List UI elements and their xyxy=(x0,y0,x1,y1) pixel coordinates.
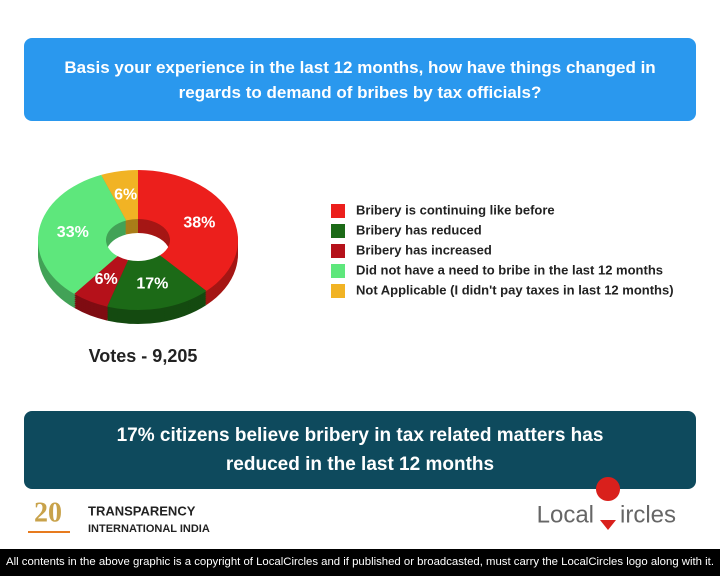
slice xyxy=(101,170,138,221)
data-label: 17% xyxy=(136,276,168,293)
logo-circles: ircles xyxy=(620,501,676,528)
anniversary-logo: 20 xyxy=(34,497,62,528)
legend-swatch xyxy=(331,224,345,238)
logo-pin xyxy=(596,476,621,530)
summary-banner: 17% citizens believe bribery in tax rela… xyxy=(24,411,696,489)
slice xyxy=(107,255,207,310)
legend-swatch xyxy=(331,264,345,278)
data-label: 6% xyxy=(114,187,137,204)
votes: Votes - 9,205 xyxy=(89,346,198,366)
footer: All contents in the above graphic is a c… xyxy=(6,556,714,568)
footer-bar xyxy=(0,549,720,576)
logo-local: Local xyxy=(537,501,594,528)
slice xyxy=(138,170,238,292)
legend-swatch xyxy=(331,284,345,298)
legend-swatch xyxy=(331,244,345,258)
question: Basis your experience in the last 12 mon… xyxy=(64,57,656,102)
slice xyxy=(74,256,129,307)
logo-pin-hole xyxy=(603,508,613,518)
summary: 17% citizens believe bribery in tax rela… xyxy=(116,425,604,475)
question-banner: Basis your experience in the last 12 mon… xyxy=(24,38,696,121)
transparency-line2: INTERNATIONAL INDIA xyxy=(88,523,210,535)
legend-label: Bribery is continuing like before xyxy=(356,202,555,217)
data-label: 33% xyxy=(57,224,89,241)
legend-label: Did not have a need to bribe in the last… xyxy=(356,262,663,277)
transparency-line1: TRANSPARENCY xyxy=(88,503,196,518)
legend-swatch xyxy=(331,204,345,218)
data-label: 6% xyxy=(95,271,118,288)
legend-label: Bribery has increased xyxy=(356,242,492,257)
slice xyxy=(38,174,127,294)
data-label: 38% xyxy=(183,214,215,231)
legend-label: Bribery has reduced xyxy=(356,222,482,237)
legend-label: Not Applicable (I didn't pay taxes in la… xyxy=(356,282,674,297)
